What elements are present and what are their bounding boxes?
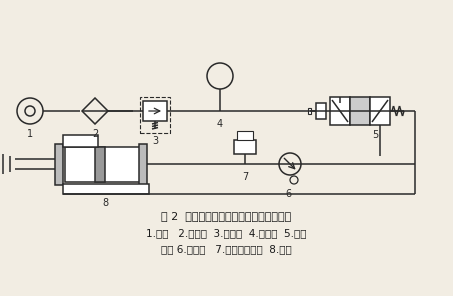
Text: 1.气源   2.过滤器  3.减压阀  4.压力表  5.电磁: 1.气源 2.过滤器 3.减压阀 4.压力表 5.电磁 [146,228,306,238]
Text: 气阀 6.节流阀   7.压力检测开关  8.气缸: 气阀 6.节流阀 7.压力检测开关 8.气缸 [161,244,291,254]
Bar [143,101,167,121]
Bar [370,97,390,125]
Bar [95,147,105,181]
Bar [65,147,145,181]
Bar [234,140,256,154]
Bar [350,97,370,125]
Bar [237,131,253,140]
Bar [316,103,326,119]
Bar [139,144,147,184]
Text: 2: 2 [92,129,98,139]
Bar [63,184,149,194]
Bar [140,97,170,133]
Bar [63,134,98,147]
Text: 4: 4 [217,119,223,129]
Bar [330,97,350,125]
Bar [308,108,311,114]
Bar [55,144,63,184]
Text: 7: 7 [242,172,248,182]
Text: 6: 6 [285,189,291,199]
Text: 3: 3 [152,136,158,146]
Text: 图 2  超声波塑料焊机气动加压系统原理图: 图 2 超声波塑料焊机气动加压系统原理图 [161,211,291,221]
Text: 1: 1 [27,129,33,139]
Text: 8: 8 [102,197,108,207]
Text: 5: 5 [372,130,378,140]
